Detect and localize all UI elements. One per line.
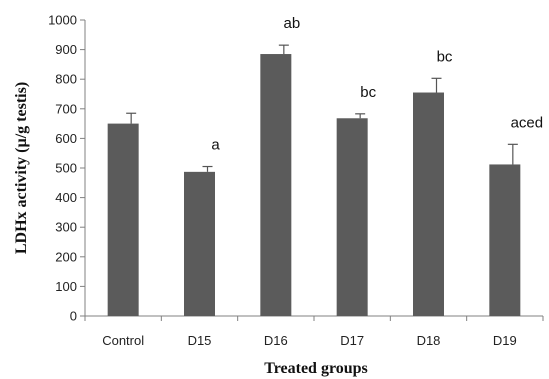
- y-tick-label: 0: [70, 309, 77, 324]
- error-bar-d18: [431, 77, 442, 93]
- category-label: D16: [264, 333, 288, 348]
- error-bar-d16: [278, 44, 289, 55]
- y-tick-label: 100: [55, 279, 77, 294]
- y-tick-label: 300: [55, 220, 77, 235]
- y-axis: [80, 19, 86, 317]
- error-bars: [126, 44, 518, 172]
- significance-label: bc: [360, 84, 376, 101]
- y-axis-title: LDHx activity (µ/g testis): [13, 82, 30, 254]
- significance-label: bc: [437, 48, 453, 65]
- category-label: D17: [340, 333, 364, 348]
- y-tick-label: 700: [55, 101, 77, 116]
- bar-d15: [184, 171, 215, 316]
- y-tick-labels: 0 100 200 300 400 500 600 700 800 900 1000: [48, 13, 77, 324]
- category-label: Control: [102, 333, 144, 348]
- y-tick-label: 200: [55, 249, 77, 264]
- bars: [107, 54, 521, 317]
- category-label: D15: [188, 333, 212, 348]
- category-label: D19: [493, 333, 517, 348]
- y-tick-label: 500: [55, 161, 77, 176]
- significance-label: aced: [511, 114, 544, 131]
- y-tick-label: 600: [55, 131, 77, 146]
- y-tick-label: 400: [55, 190, 77, 205]
- category-label: D18: [417, 333, 441, 348]
- error-bar-d17: [355, 113, 366, 119]
- y-tick-label: 800: [55, 72, 77, 87]
- bar-d18: [413, 92, 444, 317]
- bar-d16: [260, 54, 292, 316]
- error-bar-control: [126, 112, 137, 124]
- category-labels: Control D15 D16 D17 D18 D19: [102, 333, 517, 348]
- error-bar-d15: [202, 165, 213, 172]
- bar-d19: [489, 164, 521, 316]
- y-tick-label: 1000: [48, 13, 77, 28]
- significance-labels: a ab bc bc aced: [211, 15, 543, 153]
- bar-d17: [336, 118, 368, 316]
- x-axis: [84, 315, 544, 321]
- y-tick-label: 900: [55, 42, 77, 57]
- significance-label: ab: [283, 15, 300, 32]
- bar-control: [107, 123, 139, 316]
- error-bar-d19: [507, 143, 518, 165]
- significance-label: a: [211, 137, 220, 154]
- x-axis-title: Treated groups: [264, 360, 368, 377]
